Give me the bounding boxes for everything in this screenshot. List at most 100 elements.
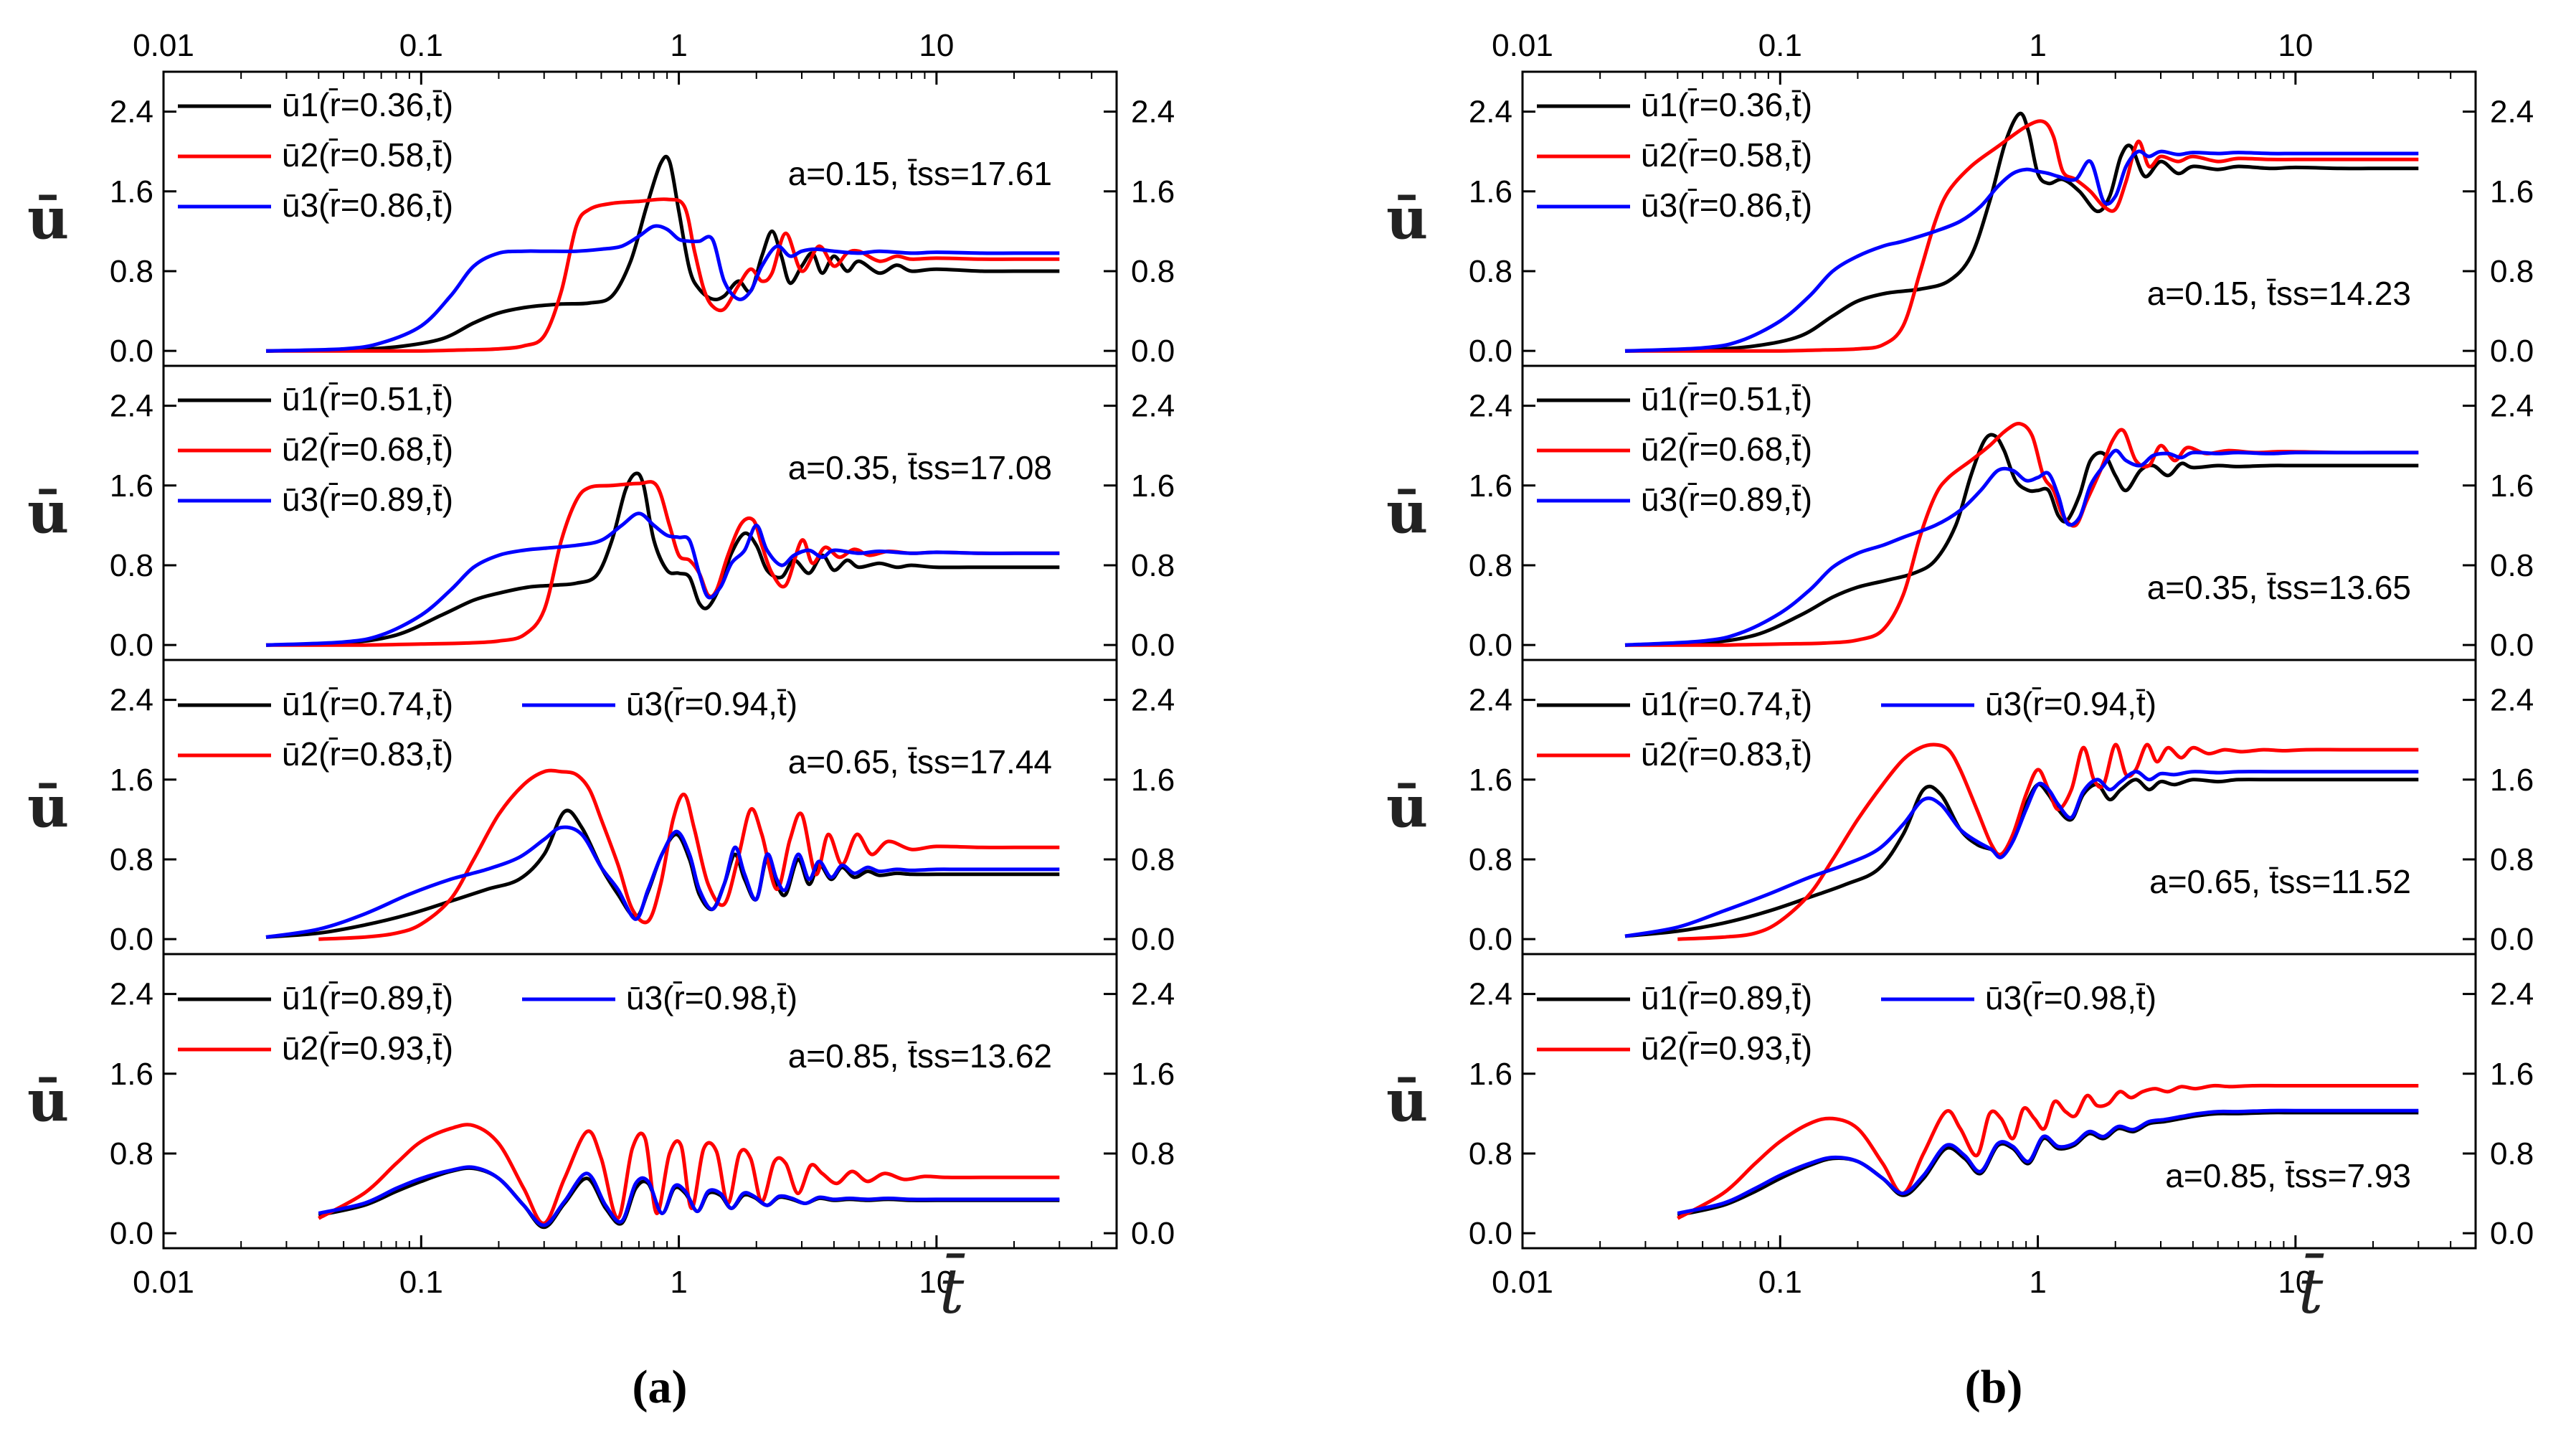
legend-label-2: ū2(r̄=0.83,t̄): [282, 735, 453, 773]
legend-label-1: ū1(r̄=0.51,t̄): [1641, 380, 1812, 418]
series-line-3: [265, 511, 1060, 647]
legend-label-3: ū3(r̄=0.89,t̄): [1641, 481, 1812, 518]
x-tick-label-bottom: 0.01: [1492, 1265, 1553, 1300]
annotation: a=0.85, t̄ss=7.93: [2165, 1157, 2411, 1194]
y-axis-label: ū: [1386, 1067, 1428, 1134]
y-tick-label-left: 1.6: [110, 1057, 153, 1092]
y-tick-label-right: 0.0: [1131, 334, 1175, 369]
y-axis-label: ū: [27, 1067, 69, 1134]
series-line-3: [1624, 770, 2419, 938]
legend: ū1(r̄=0.74,t̄) ū2(r̄=0.83,t̄) ū3(r̄=0.94,t…: [1537, 685, 2156, 773]
y-tick-label-right: 0.8: [2490, 254, 2534, 289]
legend: ū1(r̄=0.36,t̄) ū2(r̄=0.58,t̄) ū3(r̄=0.86,t…: [1537, 86, 1812, 224]
legend-label-1: ū1(r̄=0.74,t̄): [1641, 685, 1812, 722]
legend-label-2: ū2(r̄=0.68,t̄): [282, 430, 453, 468]
legend-label-2: ū2(r̄=0.93,t̄): [282, 1029, 453, 1067]
y-tick-label-right: 2.4: [1131, 95, 1175, 130]
x-axis-label: t̄: [939, 1253, 965, 1328]
x-tick-label-top: 0.1: [1758, 28, 1802, 63]
y-axis-label: ū: [1386, 184, 1428, 252]
y-tick-label-left: 0.8: [1469, 254, 1512, 289]
y-tick-label-right: 2.4: [1131, 977, 1175, 1012]
panel-label: (b): [1965, 1361, 2023, 1413]
legend: ū1(r̄=0.89,t̄) ū2(r̄=0.93,t̄) ū3(r̄=0.98,t…: [178, 979, 797, 1067]
y-tick-label-right: 1.6: [1131, 174, 1175, 209]
series-line-1: [265, 154, 1060, 353]
y-tick-label-left: 1.6: [1469, 763, 1512, 798]
annotation: a=0.15, t̄ss=14.23: [2147, 275, 2411, 312]
legend-label-3: ū3(r̄=0.94,t̄): [1985, 685, 2156, 722]
y-tick-label-right: 0.8: [2490, 548, 2534, 583]
legend: ū1(r̄=0.51,t̄) ū2(r̄=0.68,t̄) ū3(r̄=0.89,t…: [178, 380, 453, 518]
y-tick-label-left: 2.4: [110, 977, 153, 1012]
annotation: a=0.15, t̄ss=17.61: [788, 155, 1052, 192]
legend-label-3: ū3(r̄=0.89,t̄): [282, 481, 453, 518]
series-line-1: [265, 471, 1060, 647]
y-tick-label-right: 0.0: [1131, 1216, 1175, 1251]
series-line-3: [1624, 448, 2419, 647]
series-line-1: [1624, 433, 2419, 647]
y-tick-label-right: 0.0: [2490, 334, 2534, 369]
series-line-2: [1625, 119, 2419, 353]
panel-a: 0.01 0.01 0.1 0.1 1 1 10 10 0.0 0.0 0.8 0.8 1.6 1.6 2.…: [27, 28, 1175, 1413]
subplot-b-3: 0.0 0.00.8 0.81.6 1.62.4 2.4ūū1(r̄=0.74,t̄)ū…: [1386, 659, 2534, 957]
y-axis-label: ū: [1386, 478, 1428, 546]
y-tick-label-right: 2.4: [2490, 683, 2534, 718]
x-tick-label-top: 0.01: [1492, 28, 1553, 63]
y-tick-label-right: 0.0: [2490, 922, 2534, 957]
legend-label-3: ū3(r̄=0.86,t̄): [1641, 187, 1812, 224]
y-tick-label-left: 2.4: [1469, 683, 1512, 718]
y-tick-label-left: 0.8: [110, 254, 153, 289]
legend-label-3: ū3(r̄=0.94,t̄): [626, 685, 797, 722]
legend-label-2: ū2(r̄=0.83,t̄): [1641, 735, 1812, 773]
x-tick-label-top: 1: [670, 28, 687, 63]
y-tick-label-right: 0.8: [2490, 1136, 2534, 1171]
y-tick-label-left: 0.0: [1469, 334, 1512, 369]
y-tick-label-right: 2.4: [2490, 95, 2534, 130]
y-tick-label-left: 1.6: [110, 468, 153, 504]
x-tick-label-bottom: 0.1: [1758, 1265, 1802, 1300]
y-tick-label-right: 0.8: [1131, 254, 1175, 289]
subplot-a-3: 0.0 0.00.8 0.81.6 1.62.4 2.4ūū1(r̄=0.74,t̄)ū…: [27, 659, 1175, 957]
y-tick-label-right: 1.6: [2490, 763, 2534, 798]
y-tick-label-left: 0.8: [1469, 548, 1512, 583]
y-axis-label: ū: [27, 184, 69, 252]
subplot-a-1: 0.0 0.00.8 0.81.6 1.62.4 2.4ūū1(r̄=0.36,t̄)ū…: [27, 70, 1175, 369]
series-line-3: [318, 1165, 1060, 1227]
legend: ū1(r̄=0.89,t̄) ū2(r̄=0.93,t̄) ū3(r̄=0.98,t…: [1537, 979, 2156, 1067]
x-tick-label-top: 10: [919, 28, 954, 63]
subplot-a-4: 0.0 0.00.8 0.81.6 1.62.4 2.4ūū1(r̄=0.89,t̄)ū…: [27, 953, 1175, 1251]
series-line-2: [266, 197, 1060, 353]
y-tick-label-left: 1.6: [1469, 174, 1512, 209]
subplot-frame: [162, 953, 1118, 1250]
y-tick-label-right: 1.6: [1131, 763, 1175, 798]
series-line-3: [265, 825, 1060, 939]
y-tick-label-right: 0.0: [2490, 628, 2534, 663]
legend-label-1: ū1(r̄=0.89,t̄): [1641, 979, 1812, 1016]
legend-label-3: ū3(r̄=0.98,t̄): [626, 979, 797, 1016]
y-tick-label-right: 0.0: [1131, 922, 1175, 957]
y-tick-label-right: 1.6: [2490, 174, 2534, 209]
legend-label-1: ū1(r̄=0.36,t̄): [1641, 86, 1812, 123]
subplot-b-1: 0.0 0.00.8 0.81.6 1.62.4 2.4ūū1(r̄=0.36,t̄)ū…: [1386, 70, 2534, 369]
y-tick-label-left: 0.0: [1469, 1216, 1512, 1251]
y-tick-label-left: 1.6: [1469, 468, 1512, 504]
y-tick-label-right: 0.8: [2490, 842, 2534, 877]
panel-b: 0.01 0.01 0.1 0.1 1 1 10 10 0.0 0.0 0.8 0.8 1.6 1.6 2.…: [1386, 28, 2534, 1413]
y-tick-label-right: 0.0: [1131, 628, 1175, 663]
x-axis-label: t̄: [2298, 1253, 2324, 1328]
legend-label-3: ū3(r̄=0.98,t̄): [1985, 979, 2156, 1016]
subplot-b-2: 0.0 0.00.8 0.81.6 1.62.4 2.4ūū1(r̄=0.51,t̄)ū…: [1386, 364, 2534, 663]
x-tick-label-bottom: 0.1: [399, 1265, 443, 1300]
legend-label-2: ū2(r̄=0.58,t̄): [1641, 136, 1812, 174]
y-tick-label-right: 2.4: [1131, 683, 1175, 718]
y-tick-label-left: 0.0: [1469, 922, 1512, 957]
panel-label: (a): [633, 1361, 688, 1413]
y-tick-label-left: 0.8: [110, 842, 153, 877]
x-tick-label-top: 1: [2029, 28, 2046, 63]
y-tick-label-left: 0.8: [110, 548, 153, 583]
y-tick-label-right: 1.6: [1131, 468, 1175, 504]
y-tick-label-right: 0.0: [2490, 1216, 2534, 1251]
legend-label-1: ū1(r̄=0.36,t̄): [282, 86, 453, 123]
